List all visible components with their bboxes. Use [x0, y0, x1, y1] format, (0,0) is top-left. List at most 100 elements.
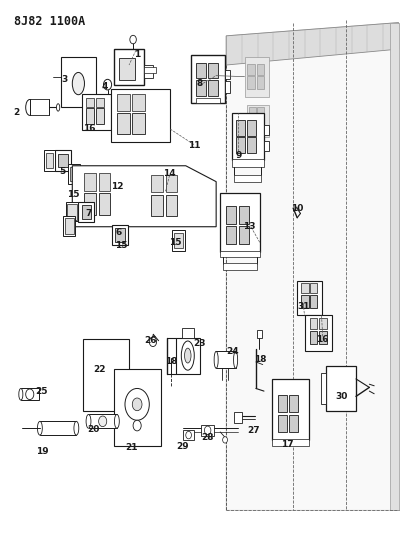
Text: 10: 10 — [291, 204, 304, 213]
Ellipse shape — [72, 72, 84, 95]
Ellipse shape — [26, 100, 34, 115]
Bar — [246, 105, 269, 136]
Text: 16: 16 — [317, 335, 329, 344]
Bar — [226, 70, 231, 79]
Bar — [61, 57, 96, 108]
Bar — [208, 80, 218, 96]
Text: 2: 2 — [13, 108, 20, 117]
Bar — [301, 284, 308, 293]
Bar — [144, 65, 153, 78]
Bar — [151, 175, 163, 192]
Bar — [111, 89, 170, 142]
Circle shape — [130, 35, 136, 44]
Bar — [257, 64, 264, 75]
Bar — [67, 204, 77, 220]
Ellipse shape — [115, 415, 119, 428]
Text: 23: 23 — [194, 339, 206, 348]
Bar — [83, 339, 129, 411]
Text: 14: 14 — [163, 169, 176, 178]
Bar — [96, 109, 104, 124]
Bar — [247, 76, 255, 89]
Bar — [236, 119, 245, 135]
Bar — [175, 337, 200, 374]
Bar — [319, 330, 327, 344]
Bar — [78, 202, 94, 222]
Polygon shape — [226, 22, 399, 511]
Polygon shape — [72, 166, 216, 227]
Bar — [84, 193, 96, 215]
Bar — [247, 119, 256, 135]
Text: 30: 30 — [336, 392, 348, 401]
Circle shape — [204, 426, 211, 434]
Bar — [112, 225, 128, 245]
Text: 7: 7 — [85, 209, 92, 218]
Ellipse shape — [184, 348, 191, 363]
Text: 18: 18 — [165, 358, 178, 367]
Text: 6: 6 — [116, 228, 122, 237]
Bar — [321, 373, 326, 405]
Text: 27: 27 — [247, 426, 260, 435]
Bar — [278, 415, 287, 432]
Text: 8: 8 — [197, 79, 203, 88]
Bar — [278, 395, 287, 413]
Bar — [234, 175, 261, 182]
Bar — [174, 232, 183, 248]
Circle shape — [104, 79, 112, 90]
Circle shape — [149, 337, 157, 346]
Text: 26: 26 — [144, 336, 157, 345]
Bar — [244, 57, 269, 97]
Bar — [239, 206, 249, 224]
Bar — [132, 94, 145, 111]
Bar — [264, 125, 269, 135]
Bar — [326, 366, 356, 411]
Bar — [319, 318, 327, 329]
Bar — [272, 439, 308, 446]
Text: 28: 28 — [201, 433, 213, 442]
Bar — [96, 98, 104, 108]
Bar — [46, 152, 53, 168]
Circle shape — [133, 420, 141, 431]
Text: 22: 22 — [93, 366, 106, 374]
Bar — [114, 369, 161, 446]
Bar — [236, 137, 245, 153]
Bar — [201, 424, 214, 436]
Bar — [117, 113, 130, 134]
Bar — [99, 193, 110, 215]
Bar — [196, 63, 206, 78]
Bar — [208, 63, 218, 78]
Bar — [68, 164, 80, 184]
Text: 13: 13 — [243, 222, 256, 231]
Bar — [115, 228, 124, 242]
Text: 31: 31 — [297, 302, 310, 311]
Ellipse shape — [181, 341, 194, 370]
Bar — [226, 206, 236, 224]
Bar — [232, 113, 264, 160]
Bar — [58, 154, 68, 167]
Bar — [297, 281, 322, 316]
Ellipse shape — [19, 389, 23, 400]
Bar — [30, 100, 49, 115]
Text: 11: 11 — [188, 141, 200, 150]
Bar — [55, 150, 71, 171]
Ellipse shape — [234, 351, 237, 368]
Text: 29: 29 — [177, 442, 189, 451]
Bar — [86, 98, 94, 108]
Circle shape — [223, 437, 228, 443]
Bar — [289, 395, 298, 413]
Circle shape — [125, 389, 149, 420]
Bar — [151, 195, 163, 216]
Text: 16: 16 — [84, 124, 96, 133]
Ellipse shape — [56, 104, 60, 111]
Bar — [70, 167, 78, 181]
Text: 15: 15 — [115, 241, 127, 250]
Bar — [66, 203, 78, 221]
Bar — [166, 175, 177, 192]
Bar — [247, 137, 256, 153]
Bar — [166, 195, 177, 216]
Bar — [117, 94, 130, 111]
Ellipse shape — [86, 415, 91, 428]
Text: 24: 24 — [226, 347, 239, 356]
Bar — [220, 193, 260, 252]
Text: 9: 9 — [235, 151, 242, 160]
Bar — [63, 216, 75, 236]
